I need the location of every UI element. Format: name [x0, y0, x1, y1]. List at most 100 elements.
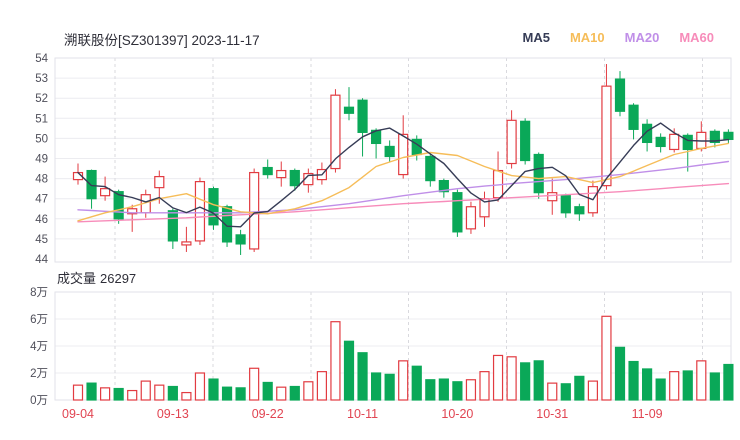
volume-bar[interactable] — [587, 380, 599, 401]
volume-bar[interactable] — [72, 384, 84, 401]
volume-bar[interactable] — [669, 371, 680, 401]
volume-bar[interactable] — [723, 363, 734, 401]
volume-bar[interactable] — [276, 386, 287, 401]
volume-bar[interactable] — [194, 372, 206, 401]
candle[interactable] — [262, 159, 273, 179]
candle[interactable] — [330, 89, 341, 173]
candle[interactable] — [303, 168, 314, 193]
volume-axis-label: 0万 — [30, 395, 48, 407]
candle[interactable] — [276, 161, 287, 187]
legend-item-ma5[interactable]: MA5 — [522, 30, 550, 45]
price-axis-label: 49 — [35, 154, 48, 166]
volume-bar[interactable] — [113, 387, 124, 401]
volume-bar[interactable] — [614, 346, 626, 401]
volume-bar[interactable] — [398, 360, 409, 401]
candle[interactable] — [709, 129, 720, 148]
candle[interactable] — [208, 186, 219, 230]
candle[interactable] — [479, 191, 490, 227]
candle[interactable] — [506, 110, 517, 169]
candle[interactable] — [601, 64, 612, 190]
volume-bar[interactable] — [492, 354, 504, 401]
candle[interactable] — [316, 162, 327, 185]
candle[interactable] — [438, 178, 449, 198]
volume-bar[interactable] — [655, 378, 666, 401]
candle[interactable] — [628, 103, 639, 140]
candle[interactable] — [357, 98, 368, 157]
candle[interactable] — [72, 163, 84, 185]
volume-bar[interactable] — [181, 391, 192, 401]
legend-item-ma10[interactable]: MA10 — [569, 30, 605, 45]
volume-bar[interactable] — [709, 372, 720, 401]
candle[interactable] — [492, 151, 504, 202]
candle[interactable] — [86, 169, 97, 209]
volume-bar[interactable] — [465, 379, 477, 401]
volume-bar[interactable] — [628, 360, 639, 401]
volume-bar[interactable] — [357, 352, 368, 401]
candle[interactable] — [696, 121, 707, 152]
candle[interactable] — [289, 168, 300, 191]
candlestick-series[interactable] — [72, 64, 734, 255]
candle[interactable] — [655, 133, 666, 153]
volume-bar[interactable] — [249, 367, 260, 401]
volume-bar[interactable] — [167, 385, 178, 401]
volume-bar[interactable] — [533, 360, 544, 401]
candle[interactable] — [560, 193, 571, 218]
volume-bar[interactable] — [208, 378, 219, 401]
candle[interactable] — [547, 178, 558, 215]
volume-bar[interactable] — [506, 356, 517, 401]
candle[interactable] — [425, 154, 436, 187]
candle[interactable] — [343, 87, 355, 121]
candle[interactable] — [99, 176, 111, 201]
candle[interactable] — [452, 189, 463, 237]
candle[interactable] — [574, 203, 585, 221]
candle[interactable] — [194, 177, 206, 245]
volume-bar[interactable] — [371, 372, 382, 401]
volume-bar[interactable] — [547, 382, 558, 401]
volume-bar[interactable] — [452, 381, 463, 401]
volume-bar[interactable] — [411, 365, 422, 401]
volume-bar[interactable] — [425, 379, 436, 401]
volume-series[interactable] — [72, 315, 734, 401]
candle-body — [520, 120, 531, 162]
volume-bar[interactable] — [682, 370, 693, 401]
volume-bar[interactable] — [560, 383, 571, 401]
volume-bar[interactable] — [696, 360, 707, 401]
volume-bar[interactable] — [127, 389, 138, 401]
volume-bar[interactable] — [140, 380, 151, 401]
volume-bar[interactable] — [289, 385, 300, 401]
candle[interactable] — [127, 204, 138, 232]
candle[interactable] — [465, 201, 477, 234]
volume-bar[interactable] — [86, 382, 97, 401]
candle[interactable] — [411, 135, 422, 161]
candle[interactable] — [384, 140, 395, 162]
volume-bar[interactable] — [479, 371, 490, 401]
volume-bar[interactable] — [316, 371, 327, 401]
volume-bar[interactable] — [520, 362, 531, 401]
volume-bar[interactable] — [221, 386, 233, 401]
candle[interactable] — [167, 208, 178, 249]
volume-bar[interactable] — [343, 340, 355, 401]
legend-item-ma20[interactable]: MA20 — [624, 30, 660, 45]
candle[interactable] — [181, 226, 192, 252]
volume-bar[interactable] — [154, 384, 165, 401]
volume-bar[interactable] — [574, 375, 585, 401]
candle[interactable] — [723, 129, 734, 144]
candle[interactable] — [398, 115, 409, 179]
volume-bar[interactable] — [303, 381, 314, 401]
volume-bar[interactable] — [235, 387, 246, 401]
candle[interactable] — [235, 229, 246, 255]
candle[interactable] — [641, 119, 653, 152]
volume-bar[interactable] — [601, 315, 612, 401]
volume-bar[interactable] — [99, 387, 111, 401]
volume-bar[interactable] — [438, 378, 449, 401]
legend-item-ma60[interactable]: MA60 — [679, 30, 714, 45]
volume-bar[interactable] — [384, 373, 395, 401]
volume-bar[interactable] — [641, 368, 653, 401]
candle[interactable] — [533, 152, 544, 199]
volume-bar[interactable] — [330, 321, 341, 401]
candle[interactable] — [520, 118, 531, 165]
volume-bar[interactable] — [262, 381, 273, 401]
candle[interactable] — [614, 71, 626, 117]
candle[interactable] — [249, 168, 260, 252]
